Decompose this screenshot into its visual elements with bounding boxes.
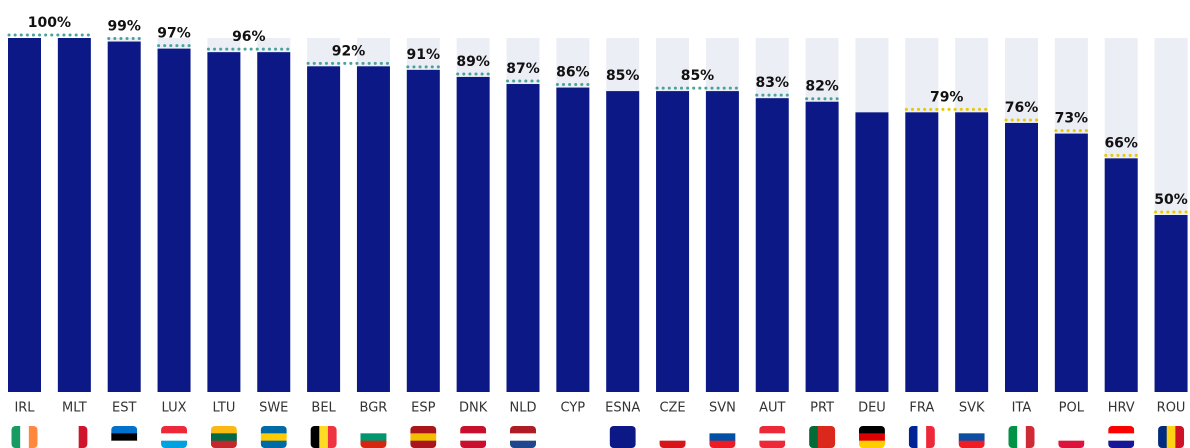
data-label: 89% <box>456 54 490 70</box>
data-label: 73% <box>1055 111 1089 127</box>
bar <box>755 98 789 393</box>
x-tick-label: IRL <box>14 401 35 416</box>
bar <box>157 48 191 393</box>
x-tick-label: BGR <box>360 401 388 416</box>
x-tick-label: ESP <box>411 401 435 416</box>
bar <box>506 84 540 393</box>
data-label: 97% <box>157 26 191 42</box>
flag <box>958 426 985 448</box>
flag <box>858 426 885 448</box>
x-tick-label: NLD <box>510 401 537 416</box>
x-tick-label: CYP <box>561 401 586 416</box>
bar <box>307 66 341 392</box>
flag <box>559 426 586 448</box>
data-label: 91% <box>407 47 441 63</box>
x-tick-label: MLT <box>62 401 87 416</box>
x-tick-label: ESNA <box>605 401 640 416</box>
flag <box>410 426 437 448</box>
bar <box>656 91 690 392</box>
data-label: 85% <box>606 68 640 84</box>
x-tick-label: SVN <box>709 401 736 416</box>
flag <box>1108 426 1135 448</box>
x-tick-label: DEU <box>858 401 886 416</box>
data-label: 83% <box>755 75 789 91</box>
flag <box>659 426 686 448</box>
x-tick-label: SVK <box>959 401 985 416</box>
x-tick-label: LTU <box>212 401 235 416</box>
bar <box>955 112 989 392</box>
data-label: 85% <box>681 68 715 84</box>
bar <box>705 91 739 392</box>
bar <box>1104 158 1138 392</box>
data-label: 99% <box>107 19 141 35</box>
bar <box>1005 122 1038 393</box>
x-tick-label: FRA <box>909 401 934 416</box>
flag <box>1158 426 1185 448</box>
bar <box>406 69 440 393</box>
flag <box>161 426 188 448</box>
data-label: 50% <box>1154 192 1188 208</box>
x-tick-label: PRT <box>810 401 834 416</box>
x-tick-label: EST <box>112 401 136 416</box>
bar <box>556 87 590 392</box>
flag <box>510 426 536 448</box>
flag <box>210 426 237 448</box>
data-label: 100% <box>28 15 71 31</box>
data-label: 82% <box>805 79 839 95</box>
data-label: 66% <box>1104 135 1138 151</box>
bar <box>57 38 91 392</box>
bar <box>1054 133 1088 392</box>
data-label: 87% <box>506 61 540 77</box>
bar <box>8 38 41 392</box>
bar <box>805 101 839 392</box>
flag <box>908 426 935 448</box>
bar <box>1154 215 1188 392</box>
x-tick-label: CZE <box>659 401 685 416</box>
data-label: 92% <box>332 43 366 59</box>
bar <box>107 41 141 392</box>
bar <box>456 76 490 392</box>
x-tick-label: ITA <box>1012 401 1032 416</box>
flag <box>460 426 487 448</box>
bar <box>905 112 939 392</box>
data-label: 86% <box>556 65 590 81</box>
x-tick-label: LUX <box>162 401 187 416</box>
flag <box>759 426 786 448</box>
flag <box>260 426 287 448</box>
bar <box>356 66 390 392</box>
bar <box>855 112 889 392</box>
x-tick-label: AUT <box>759 401 785 416</box>
flag <box>709 426 736 448</box>
x-tick-label: POL <box>1059 401 1085 416</box>
x-tick-label: DNK <box>459 401 488 416</box>
flag <box>1058 426 1085 448</box>
x-tick-label: SWE <box>259 401 288 416</box>
data-label: 76% <box>1005 100 1039 116</box>
x-tick-label: ROU <box>1157 401 1186 416</box>
flag <box>310 426 337 448</box>
flag <box>111 426 138 448</box>
bar <box>207 52 241 392</box>
flag <box>61 426 88 448</box>
data-label: 79% <box>930 89 964 105</box>
bar <box>606 91 640 392</box>
flag <box>609 426 636 448</box>
flag <box>11 426 38 448</box>
x-tick-label: HRV <box>1108 401 1135 416</box>
flag <box>809 426 836 448</box>
flag <box>1008 426 1035 448</box>
x-tick-label: BEL <box>311 401 336 416</box>
flag <box>360 426 387 448</box>
bar <box>257 52 291 392</box>
data-label: 96% <box>232 29 266 45</box>
